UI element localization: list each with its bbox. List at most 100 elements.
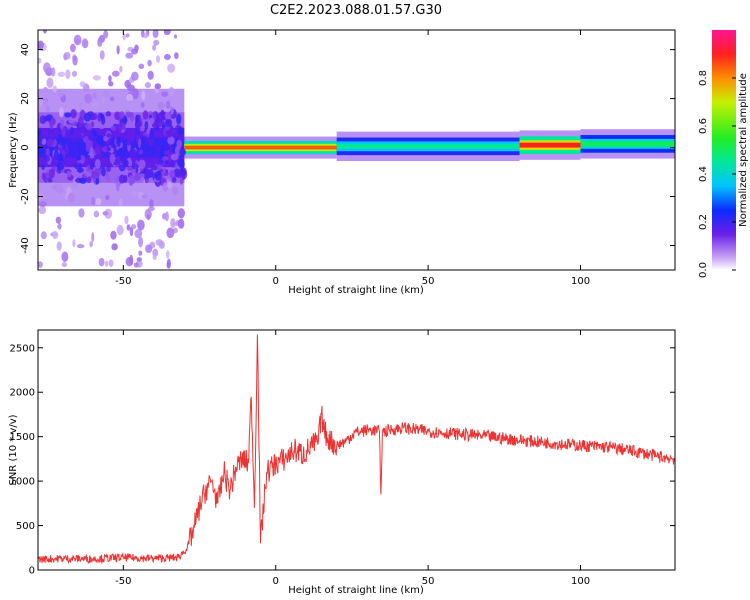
spectrogram-noise-blob [179,148,186,156]
spectrogram-noise-blob [127,84,135,92]
spectrogram-noise-blob [144,170,151,177]
spectrogram-noise-blob [110,230,117,240]
spectrogram-noise-blob [147,59,152,67]
spectrogram-noise-blob [106,146,112,152]
spectrogram-noise-blob [97,37,103,47]
spectrogram-noise-blob [63,137,70,148]
spectrogram-noise-blob [89,160,95,170]
spectrogram-noise-blob [162,182,169,192]
spectrogram-noise-blob [52,230,59,240]
colorbar-label: Normalized spectral amplitude [738,73,749,227]
spectrogram-noise-blob [102,211,109,216]
spectrogram-noise-blob [152,254,157,261]
spectrogram-noise-blob [100,115,106,125]
spectrogram-noise-blob [166,227,175,239]
spectrogram-xtick-label: 100 [571,276,590,287]
spectrogram-noise-blob [103,90,110,98]
spectrogram-noise-blob [151,122,160,129]
spectrogram-noise-blob [131,88,139,100]
spectrogram-noise-blob [106,173,111,183]
spectrogram-noise-blob [55,216,62,224]
spectrogram-noise-blob [118,174,126,184]
spectrogram-noise-blob [105,111,112,117]
spectrogram-band-4-layer-3 [580,141,675,147]
spectrogram-noise-blob [39,201,47,208]
spectrogram-noise-blob [57,71,66,77]
spectrogram-noise-blob [142,110,149,120]
snr-ytick-label: 1000 [10,477,35,488]
spectrogram-noise-blob [76,134,84,140]
colorbar-tick-label: 0.8 [698,70,709,86]
spectrogram-noise-blob [143,32,149,39]
spectrogram-ylabel: Frequency (Hz) [8,112,19,188]
spectrogram-noise-blob [170,218,176,228]
spectrogram-noise-blob [116,224,124,236]
spectrogram-noise-blob [124,215,129,225]
spectrogram-noise-blob [138,236,144,248]
spectrogram-noise-blob [108,75,112,82]
spectrogram-noise-blob [92,75,101,81]
spectrogram-noise-blob [176,113,182,125]
spectrogram-noise-blob [114,111,121,121]
spectrogram-noise-blob [158,240,165,249]
spectrogram-noise-blob [126,224,131,231]
spectrogram-noise-blob [70,43,76,53]
spectrogram-noise-blob [105,194,110,200]
spectrogram-noise-blob [57,224,62,229]
spectrogram-band-3-layer-3 [519,142,581,148]
spectrogram-noise-blob [144,120,149,130]
spectrogram-noise-blob [168,87,175,97]
spectrogram-noise-blob [129,226,134,237]
spectrogram-noise-blob [161,91,169,97]
spectrogram-noise-blob [118,164,126,172]
spectrogram-noise-blob [43,62,51,74]
spectrogram-noise-blob [84,93,93,104]
spectrogram-noise-blob [154,153,161,159]
spectrogram-noise-blob [149,199,154,208]
spectrogram-noise-blob [61,251,69,263]
spectrogram-noise-blob [91,101,99,108]
spectrogram-noise-blob [125,140,133,146]
spectrogram-noise-blob [177,159,184,166]
spectrogram-noise-blob [43,116,52,122]
spectrogram-noise-blob [38,135,46,140]
spectrogram-noise-blob [115,181,120,192]
spectrogram-noise-blob [92,92,97,99]
spectrogram-noise-blob [156,112,165,123]
spectrogram-ytick-label: 20 [20,92,31,105]
spectrogram-noise-blob [177,218,185,229]
spectrogram-noise-blob [108,81,114,87]
spectrogram-noise-blob [48,168,55,179]
spectrogram-noise-blob [73,34,82,46]
spectrogram-noise-blob [170,106,174,115]
spectrogram-noise-blob [75,94,83,100]
spectrogram-noise-blob [141,194,148,199]
spectrogram-noise-blob [79,102,83,111]
spectrogram-band-2-layer-3 [336,143,520,149]
snr-panel: -50 0 50 100 0 500 1000 1500 2000 2500 Height of… [8,329,676,596]
spectrogram-noise-blob [46,138,54,147]
spectrogram-noise-blob [72,55,78,66]
spectrogram-noise-blob [77,159,84,165]
spectrogram-noise-blob [43,155,50,162]
spectrogram-noise-blob [57,136,65,146]
spectrogram-noise-blob [108,259,114,267]
spectrogram-noise-blob [125,111,133,118]
colorbar: 0.0 0.2 0.4 0.6 0.8 Normalized spectral ampl… [698,30,749,278]
spectrogram-xtick-label: -50 [115,276,131,287]
spectrogram-noise-blob [68,119,75,124]
spectrogram-noise-blob [84,171,92,177]
spectrogram-xtick-label: 50 [422,276,435,287]
spectrogram-ytick-label: 0 [20,144,31,150]
spectrogram-noise-blob [79,81,86,88]
spectrogram-noise-blob [55,183,63,194]
spectrogram-noise-blob [125,52,134,59]
spectrogram-noise-blob [42,86,49,93]
snr-series-line [38,334,675,565]
spectrogram-noise-blob [115,123,122,135]
spectrogram-noise-blob [95,177,100,185]
spectrogram-noise-blob [49,133,55,138]
spectrogram-noise-blob [122,159,129,167]
spectrogram-noise-blob [145,146,152,152]
